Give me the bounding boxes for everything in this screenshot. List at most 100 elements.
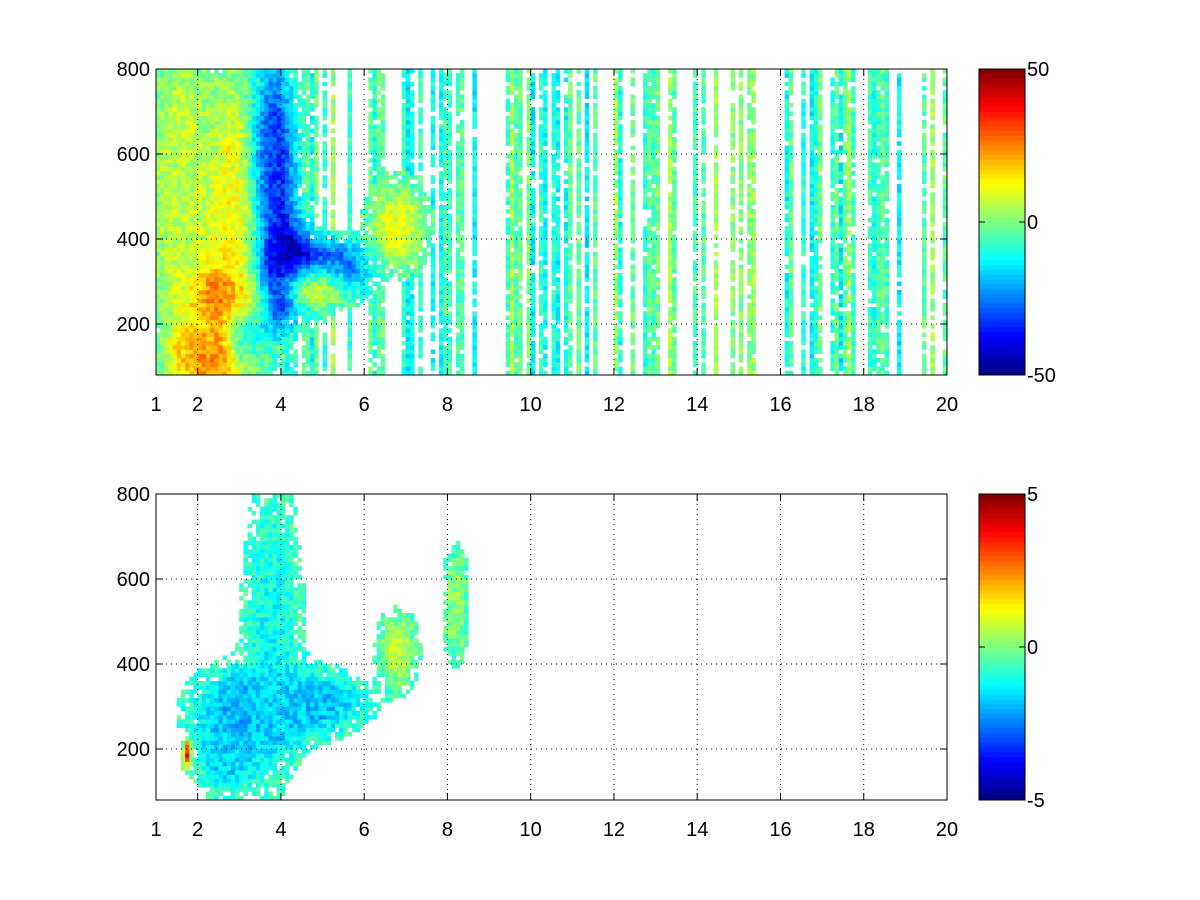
heatmap-cell	[210, 196, 215, 202]
heatmap-cell	[314, 103, 319, 108]
heatmap-cell	[164, 115, 169, 121]
heatmap-cell	[193, 332, 198, 338]
heatmap-cell	[285, 294, 290, 299]
heatmap-cell	[205, 209, 211, 214]
heatmap-cell	[218, 349, 223, 355]
heatmap-cell	[255, 171, 261, 176]
heatmap-cell	[276, 302, 282, 308]
heatmap-cell	[347, 243, 352, 248]
heatmap-cell	[272, 315, 278, 321]
heatmap-cell	[305, 86, 311, 91]
heatmap-cell	[509, 328, 515, 333]
heatmap-cell	[389, 256, 394, 261]
heatmap-cell	[285, 264, 290, 270]
heatmap-cell	[235, 264, 240, 270]
heatmap-cell	[226, 90, 232, 95]
heatmap-cell	[439, 94, 444, 100]
heatmap-cell	[518, 294, 523, 299]
heatmap-cell	[226, 353, 232, 359]
heatmap-cell	[509, 141, 515, 146]
heatmap-cell	[401, 243, 407, 248]
heatmap-cell	[301, 307, 307, 312]
heatmap-cell	[409, 243, 415, 248]
heatmap-cell	[197, 107, 203, 112]
heatmap-cell	[222, 166, 228, 172]
heatmap-cell	[447, 239, 452, 244]
heatmap-cell	[518, 366, 523, 372]
heatmap-cell	[530, 260, 536, 265]
heatmap-cell	[247, 196, 253, 202]
heatmap-cell	[551, 73, 556, 78]
heatmap-cell	[201, 264, 207, 270]
heatmap-cell	[230, 120, 236, 125]
heatmap-cell	[509, 171, 515, 176]
heatmap-cell	[160, 260, 165, 265]
heatmap-cell	[551, 277, 556, 282]
heatmap-cell	[280, 205, 286, 210]
heatmap-cell	[180, 120, 186, 125]
heatmap-cell	[376, 98, 382, 104]
heatmap-cell	[222, 341, 228, 346]
heatmap-cell	[563, 302, 569, 308]
heatmap-cell	[430, 358, 436, 363]
heatmap-cell	[368, 336, 373, 342]
heatmap-cell	[539, 349, 544, 355]
heatmap-cell	[401, 328, 407, 333]
heatmap-cell	[201, 81, 207, 87]
heatmap-cell	[539, 158, 544, 163]
heatmap-cell	[264, 188, 269, 193]
heatmap-cell	[255, 200, 261, 206]
heatmap-cell	[384, 256, 390, 261]
heatmap-cell	[414, 230, 419, 236]
heatmap-cell	[514, 73, 519, 78]
heatmap-cell	[185, 336, 190, 342]
heatmap-cell	[201, 179, 207, 185]
heatmap-cell	[201, 132, 207, 138]
heatmap-cell	[443, 358, 448, 363]
heatmap-cell	[405, 115, 411, 121]
heatmap-cell	[193, 103, 198, 108]
heatmap-cell	[514, 251, 519, 257]
heatmap-cell	[268, 90, 273, 95]
heatmap-cell	[268, 111, 273, 117]
heatmap-cell	[247, 98, 253, 104]
heatmap-cell	[509, 188, 515, 193]
heatmap-cell	[235, 188, 240, 193]
heatmap-cell	[272, 256, 278, 261]
heatmap-cell	[430, 205, 436, 210]
heatmap-cell	[164, 273, 169, 278]
heatmap-cell	[539, 362, 544, 367]
heatmap-cell	[193, 137, 198, 142]
heatmap-cell	[405, 345, 411, 350]
heatmap-cell	[276, 349, 282, 355]
heatmap-cell	[555, 73, 561, 78]
heatmap-cell	[310, 298, 315, 304]
heatmap-cell	[318, 302, 323, 308]
heatmap-cell	[576, 324, 581, 329]
heatmap-cell	[210, 285, 215, 291]
heatmap-cell	[272, 298, 278, 304]
heatmap-cell	[193, 162, 198, 168]
heatmap-cell	[335, 256, 340, 261]
heatmap-cell	[164, 239, 169, 244]
heatmap-cell	[247, 107, 253, 112]
heatmap-cell	[330, 77, 336, 83]
heatmap-cell	[280, 281, 286, 287]
heatmap-cell	[430, 362, 436, 367]
heatmap-cell	[568, 234, 573, 240]
heatmap-cell	[414, 268, 419, 274]
heatmap-cell	[226, 171, 232, 176]
heatmap-cell	[401, 192, 407, 197]
heatmap-cell	[260, 132, 265, 138]
heatmap-cell	[210, 349, 215, 355]
heatmap-cell	[201, 366, 207, 372]
heatmap-cell	[343, 230, 348, 236]
heatmap-cell	[351, 239, 357, 244]
heatmap-cell	[530, 294, 536, 299]
heatmap-cell	[314, 158, 319, 163]
heatmap-cell	[197, 175, 203, 180]
heatmap-cell	[518, 132, 523, 138]
heatmap-cell	[443, 111, 448, 117]
heatmap-cell	[514, 260, 519, 265]
heatmap-cell	[172, 222, 178, 227]
